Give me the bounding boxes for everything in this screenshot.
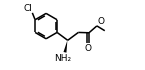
- Text: Cl: Cl: [23, 4, 32, 13]
- Text: O: O: [84, 44, 91, 53]
- Text: O: O: [97, 17, 104, 26]
- Text: NH₂: NH₂: [54, 54, 71, 63]
- Polygon shape: [64, 40, 67, 53]
